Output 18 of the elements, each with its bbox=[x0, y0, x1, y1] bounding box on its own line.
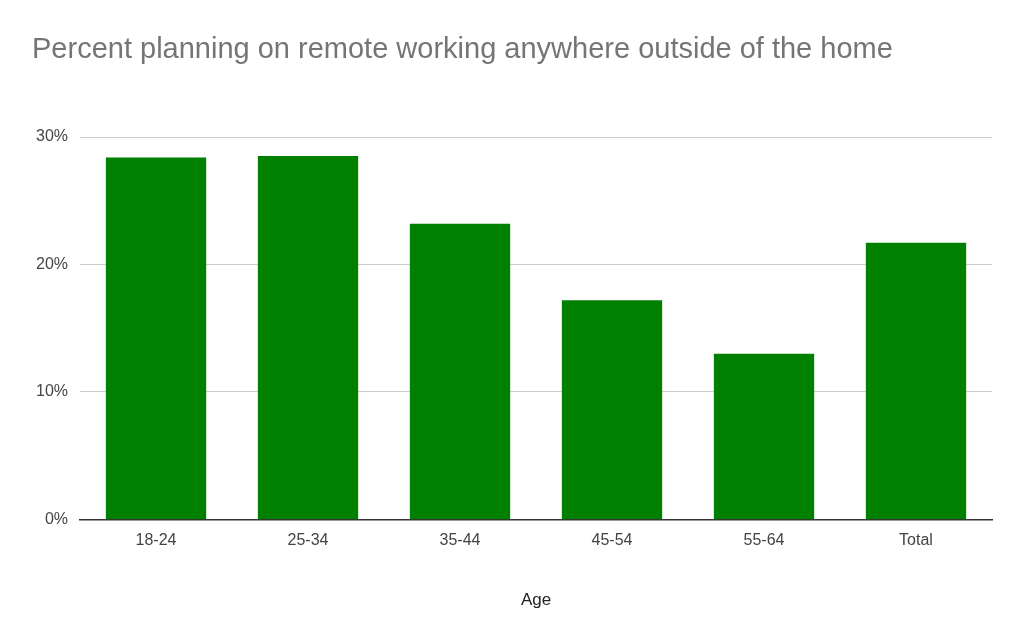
x-tick-label: 35-44 bbox=[439, 531, 481, 549]
bar bbox=[713, 353, 815, 519]
bar bbox=[561, 300, 663, 519]
bar bbox=[257, 156, 359, 519]
y-tick-label: 10% bbox=[35, 382, 69, 400]
x-tick-label: 25-34 bbox=[287, 531, 329, 549]
bar bbox=[409, 223, 511, 519]
x-tick-label: 55-64 bbox=[743, 531, 785, 549]
x-tick-label: 45-54 bbox=[591, 531, 633, 549]
y-tick-label: 0% bbox=[44, 509, 69, 527]
y-tick-label: 20% bbox=[35, 254, 69, 272]
chart-title: Percent planning on remote working anywhere outside of the home bbox=[32, 31, 894, 66]
x-tick-label: 18-24 bbox=[135, 531, 177, 549]
y-tick-label: 30% bbox=[35, 127, 69, 145]
x-axis-title: Age bbox=[520, 590, 552, 610]
bar bbox=[105, 157, 207, 519]
x-tick-label: Total bbox=[899, 531, 933, 549]
bar bbox=[865, 242, 967, 519]
